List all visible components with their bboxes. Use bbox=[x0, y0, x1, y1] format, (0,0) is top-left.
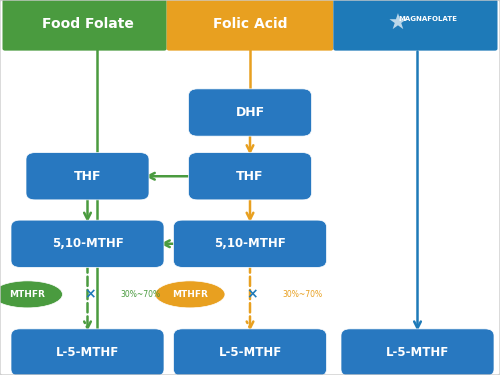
Text: 5,10-MTHF: 5,10-MTHF bbox=[214, 237, 286, 250]
Ellipse shape bbox=[0, 281, 62, 308]
Text: THF: THF bbox=[236, 170, 264, 183]
FancyBboxPatch shape bbox=[188, 89, 312, 136]
Text: ×: × bbox=[84, 287, 96, 302]
Text: L-5-MTHF: L-5-MTHF bbox=[218, 346, 282, 359]
Text: 30%~70%: 30%~70% bbox=[120, 290, 160, 299]
Text: L-5-MTHF: L-5-MTHF bbox=[386, 346, 449, 359]
Text: 5,10-MTHF: 5,10-MTHF bbox=[52, 237, 124, 250]
FancyBboxPatch shape bbox=[11, 220, 164, 267]
FancyBboxPatch shape bbox=[188, 153, 312, 200]
FancyBboxPatch shape bbox=[334, 0, 498, 51]
Text: MTHFR: MTHFR bbox=[172, 290, 208, 299]
Text: MAGNAFOLATE: MAGNAFOLATE bbox=[398, 15, 457, 21]
Text: MTHFR: MTHFR bbox=[10, 290, 46, 299]
Text: THF: THF bbox=[74, 170, 101, 183]
Text: Food Folate: Food Folate bbox=[42, 17, 134, 32]
FancyBboxPatch shape bbox=[174, 329, 326, 375]
FancyBboxPatch shape bbox=[26, 153, 149, 200]
Text: Folic Acid: Folic Acid bbox=[213, 17, 287, 32]
FancyBboxPatch shape bbox=[174, 220, 326, 267]
Text: 30%~70%: 30%~70% bbox=[282, 290, 323, 299]
FancyBboxPatch shape bbox=[341, 329, 494, 375]
FancyBboxPatch shape bbox=[2, 0, 166, 51]
Text: L-5-MTHF: L-5-MTHF bbox=[56, 346, 119, 359]
Text: ★: ★ bbox=[388, 14, 407, 34]
FancyBboxPatch shape bbox=[11, 329, 164, 375]
Text: ×: × bbox=[246, 287, 258, 302]
Ellipse shape bbox=[155, 281, 225, 308]
Text: DHF: DHF bbox=[236, 106, 264, 119]
FancyBboxPatch shape bbox=[166, 0, 334, 51]
